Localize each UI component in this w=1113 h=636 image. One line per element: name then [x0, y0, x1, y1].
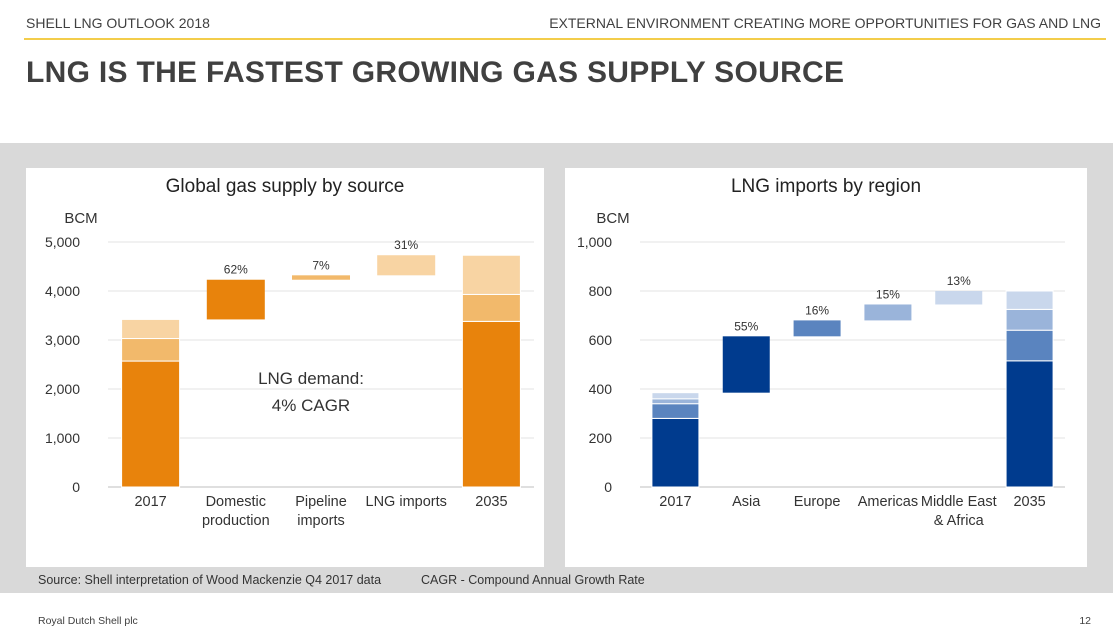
supply-chart-panel: Global gas supply by source BCM 0 1,000 2,00… [26, 168, 544, 567]
lng-float-bar [793, 320, 841, 337]
supply-y-tick-label: 2,000 [45, 381, 80, 397]
lng-imports-by-region-chart: LNG imports by region BCM 0 200 400 600 800 1,0… [577, 176, 1065, 529]
supply-bar-segment-domestic-production [461, 320, 521, 488]
lng-bar-segment-americas [1005, 308, 1054, 331]
lng-x-tick-label: Asia [732, 494, 761, 510]
supply-float-bar [292, 275, 350, 280]
supply-x-tick-label: 2035 [475, 494, 507, 510]
supply-y-tick-label: 0 [72, 479, 80, 495]
supply-float-bar [377, 255, 436, 276]
supply-data-label: 31% [394, 238, 418, 252]
lng-x-tick-label: Americas [858, 494, 918, 510]
supply-data-label: 7% [312, 258, 330, 272]
supply-x-tick-label: 2017 [134, 494, 166, 510]
supply-bar-segment-lng-imports [461, 254, 521, 295]
supply-annotation-text: LNG demand: [258, 369, 364, 388]
supply-x-tick-label: Pipeline [295, 494, 347, 510]
lng-float-bar [935, 291, 983, 305]
lng-bar-segment-asia [651, 417, 700, 488]
supply-y-tick-label: 3,000 [45, 332, 80, 348]
supply-x-tick-label: LNG imports [366, 494, 447, 510]
lng-bar-segment-middle-east-africa [1005, 290, 1054, 310]
supply-bar-segment-domestic-production [121, 360, 181, 488]
company-name: Royal Dutch Shell plc [38, 615, 138, 627]
supply-y-axis-label: BCM [64, 210, 97, 227]
supply-x-tick-label: production [202, 513, 270, 529]
supply-data-label: 62% [224, 263, 248, 277]
lng-float-bar [722, 336, 770, 393]
lng-bar-segment-europe [1005, 329, 1054, 362]
section-title: EXTERNAL ENVIRONMENT CREATING MORE OPPOR… [549, 15, 1101, 31]
lng-bar-segment-middle-east-africa [651, 392, 700, 400]
supply-bar-segment-pipeline-imports [121, 338, 181, 362]
report-title: SHELL LNG OUTLOOK 2018 [26, 15, 210, 31]
lng-bar-segment-europe [651, 403, 700, 419]
lng-y-tick-label: 0 [604, 479, 612, 495]
lng-chart-title: LNG imports by region [731, 176, 921, 197]
lng-data-label: 16% [805, 303, 829, 317]
lng-data-label: 55% [734, 319, 758, 333]
lng-bar-segment-asia [1005, 360, 1054, 488]
lng-y-tick-label: 1,000 [577, 234, 612, 250]
lng-y-tick-label: 800 [589, 283, 613, 299]
supply-bar-segment-lng-imports [121, 318, 181, 340]
supply-y-tick-label: 4,000 [45, 283, 80, 299]
lng-x-tick-label: Europe [794, 494, 841, 510]
lng-data-label: 13% [947, 274, 971, 288]
supply-y-tick-label: 5,000 [45, 234, 80, 250]
lng-x-tick-label: & Africa [934, 513, 985, 529]
lng-imports-chart-panel: LNG imports by region BCM 0 200 400 600 800 1,0… [565, 168, 1087, 567]
lng-data-label: 15% [876, 287, 900, 301]
global-gas-supply-chart: Global gas supply by source BCM 0 1,000 2,00… [45, 176, 534, 529]
lng-y-tick-label: 600 [589, 332, 613, 348]
supply-y-tick-label: 1,000 [45, 430, 80, 446]
supply-x-tick-label: imports [297, 513, 345, 529]
lng-y-tick-label: 400 [589, 381, 613, 397]
source-note: Source: Shell interpretation of Wood Mac… [38, 573, 382, 587]
supply-bar-segment-pipeline-imports [461, 293, 521, 322]
supply-chart-title: Global gas supply by source [166, 176, 405, 197]
lng-y-tick-label: 200 [589, 430, 613, 446]
supply-x-tick-label: Domestic [206, 494, 266, 510]
page-title: LNG IS THE FASTEST GROWING GAS SUPPLY SO… [26, 56, 845, 89]
lng-x-tick-label: Middle East [921, 494, 997, 510]
header-divider [24, 38, 1106, 40]
lng-float-bar [864, 304, 912, 321]
lng-y-axis-label: BCM [596, 210, 629, 227]
lng-x-tick-label: 2035 [1013, 494, 1045, 510]
lng-bar-segment-americas [651, 398, 700, 405]
supply-annotation-text: 4% CAGR [272, 396, 350, 415]
cagr-note: CAGR - Compound Annual Growth Rate [421, 573, 645, 587]
supply-float-bar [206, 279, 265, 320]
lng-x-tick-label: 2017 [659, 494, 691, 510]
page-number: 12 [1079, 615, 1091, 627]
